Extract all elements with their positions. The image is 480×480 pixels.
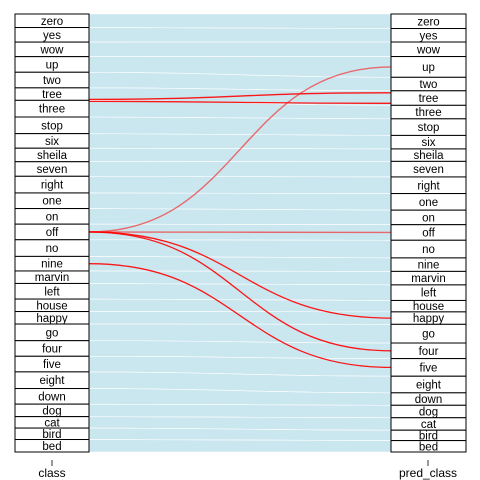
stratum-label-left-seven: seven bbox=[37, 164, 68, 176]
flow-off-to-happy bbox=[88, 231, 392, 319]
flow-band-go bbox=[88, 323, 392, 344]
flow-band-seven bbox=[88, 161, 392, 178]
stratum-label-left-bird: bird bbox=[42, 429, 61, 441]
stratum-label-right-bed: bed bbox=[419, 441, 438, 453]
stratum-label-left-off: off bbox=[46, 227, 59, 239]
flow-off-to-four bbox=[88, 231, 392, 352]
stratum-label-right-no: no bbox=[422, 244, 435, 256]
flow-off-to-up bbox=[88, 66, 392, 233]
flow-layer bbox=[88, 13, 392, 453]
flow-band-bird bbox=[88, 427, 392, 441]
stratum-label-left-go: go bbox=[46, 327, 59, 339]
flow-band-yes bbox=[88, 27, 392, 43]
axis-label-class: class bbox=[38, 466, 65, 480]
stratum-label-left-bed: bed bbox=[42, 441, 61, 453]
stratum-label-right-cat: cat bbox=[421, 419, 437, 431]
flow-band-stop bbox=[88, 116, 392, 136]
flow-band-happy bbox=[88, 311, 392, 325]
flow-band-four bbox=[88, 340, 392, 359]
stratum-label-right-six: six bbox=[421, 137, 435, 149]
stratum-label-left-six: six bbox=[45, 136, 59, 148]
stratum-label-left-right: right bbox=[41, 180, 64, 192]
flow-tree-to-tree bbox=[88, 92, 392, 101]
stratum-label-right-left: left bbox=[421, 288, 437, 300]
flow-tree-to-three bbox=[88, 100, 392, 104]
flow-band-bed bbox=[88, 439, 392, 453]
stratum-label-right-one: one bbox=[419, 197, 438, 209]
stratum-label-left-stop: stop bbox=[41, 120, 63, 132]
stratum-label-right-bird: bird bbox=[419, 430, 438, 442]
stratum-label-right-three: three bbox=[415, 107, 441, 119]
stratum-label-right-two: two bbox=[420, 79, 438, 91]
axis-layer: class pred_class bbox=[38, 460, 457, 480]
stratum-label-left-cat: cat bbox=[44, 417, 60, 429]
stratum-label-left-marvin: marvin bbox=[35, 272, 70, 284]
flow-band-right bbox=[88, 175, 392, 194]
stratum-label-left-zero: zero bbox=[41, 16, 63, 28]
stratum-label-right-on: on bbox=[422, 212, 435, 224]
stratum-label-left-nine: nine bbox=[41, 259, 63, 271]
flow-band-zero bbox=[88, 13, 392, 29]
stratum-label-left-two: two bbox=[43, 75, 61, 87]
stratum-label-left-house: house bbox=[36, 300, 67, 312]
stratum-label-left-one: one bbox=[42, 196, 61, 208]
stratum-label-right-stop: stop bbox=[418, 122, 440, 134]
flow-band-wow bbox=[88, 41, 392, 57]
stratum-label-right-marvin: marvin bbox=[411, 273, 446, 285]
flow-band-one bbox=[88, 192, 392, 211]
stratum-label-left-eight: eight bbox=[40, 375, 66, 387]
stratum-label-left-yes: yes bbox=[43, 30, 61, 42]
stratum-label-right-dog: dog bbox=[419, 407, 438, 419]
flow-band-house bbox=[88, 298, 392, 313]
flow-band-no bbox=[88, 239, 392, 259]
stratum-label-right-seven: seven bbox=[413, 164, 444, 176]
stratum-label-right-five: five bbox=[420, 362, 438, 374]
stratum-label-right-happy: happy bbox=[413, 313, 445, 325]
strata-layer: zeroyeswowuptwotreethreestopsixsheilasev… bbox=[14, 13, 467, 453]
stratum-label-right-yes: yes bbox=[420, 30, 438, 42]
stratum-label-left-sheila: sheila bbox=[37, 150, 68, 162]
stratum-label-left-down: down bbox=[38, 391, 66, 403]
stratum-label-right-down: down bbox=[415, 394, 443, 406]
flow-band-nine bbox=[88, 256, 392, 272]
stratum-label-right-house: house bbox=[413, 301, 444, 313]
stratum-label-left-tree: tree bbox=[42, 89, 62, 101]
stratum-right-bed bbox=[390, 440, 467, 453]
stratum-label-left-four: four bbox=[42, 343, 62, 355]
stratum-label-right-nine: nine bbox=[418, 260, 440, 272]
flow-band-on bbox=[88, 208, 392, 225]
stratum-label-right-tree: tree bbox=[419, 93, 439, 105]
stratum-left-bed bbox=[14, 439, 90, 453]
flow-band-six bbox=[88, 133, 392, 150]
stratum-label-left-up: up bbox=[46, 59, 59, 71]
stratum-label-right-off: off bbox=[422, 227, 435, 239]
stratum-label-right-eight: eight bbox=[416, 380, 442, 392]
stratum-label-left-three: three bbox=[39, 104, 65, 116]
stratum-label-left-left: left bbox=[44, 286, 60, 298]
stratum-label-right-go: go bbox=[422, 329, 435, 341]
stratum-label-left-happy: happy bbox=[36, 313, 68, 325]
stratum-label-right-wow: wow bbox=[416, 44, 441, 56]
stratum-label-right-right: right bbox=[417, 180, 440, 192]
stratum-label-left-dog: dog bbox=[42, 405, 61, 417]
stratum-label-left-wow: wow bbox=[39, 44, 64, 56]
axis-label-pred-class: pred_class bbox=[399, 466, 457, 480]
stratum-label-right-zero: zero bbox=[417, 16, 439, 28]
stratum-label-right-sheila: sheila bbox=[413, 150, 444, 162]
stratum-label-left-no: no bbox=[46, 243, 59, 255]
flow-band-dog bbox=[88, 403, 392, 419]
flow-nine-to-five bbox=[88, 263, 392, 369]
stratum-label-right-up: up bbox=[422, 62, 435, 74]
stratum-label-left-five: five bbox=[43, 359, 61, 371]
flow-off-to-off bbox=[88, 231, 392, 234]
flow-band-marvin bbox=[88, 270, 392, 286]
stratum-label-right-four: four bbox=[419, 346, 439, 358]
stratum-label-left-on: on bbox=[46, 211, 59, 223]
